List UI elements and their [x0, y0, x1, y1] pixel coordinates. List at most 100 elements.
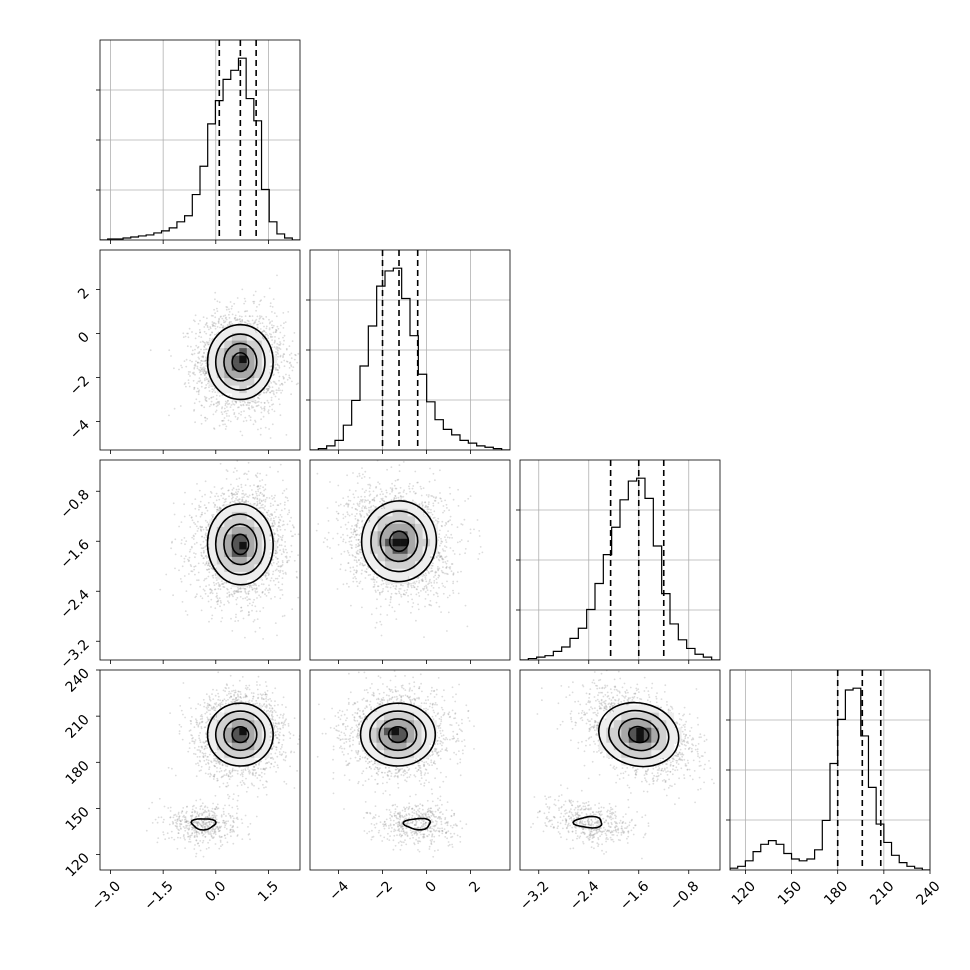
sample-point — [277, 569, 280, 572]
sample-point — [205, 526, 208, 529]
sample-point — [218, 317, 221, 320]
sample-point — [205, 585, 208, 588]
sample-point — [248, 613, 251, 616]
sample-point — [242, 492, 245, 495]
sample-point — [253, 587, 256, 590]
sample-point — [205, 372, 207, 375]
sample-point — [183, 560, 186, 563]
sample-point — [270, 365, 273, 368]
density-contour — [223, 342, 258, 382]
sample-point — [278, 522, 280, 524]
sample-point — [199, 585, 202, 588]
sample-point — [253, 619, 256, 621]
sample-point — [200, 551, 203, 554]
sample-point — [251, 493, 254, 496]
sample-point — [194, 573, 196, 576]
sample-point — [248, 322, 251, 325]
sample-point — [199, 341, 202, 343]
density-cell — [216, 526, 225, 535]
sample-point — [276, 557, 279, 560]
sample-point — [209, 334, 212, 337]
density-cell — [209, 526, 218, 535]
sample-point — [248, 584, 250, 587]
sample-point — [282, 336, 284, 339]
histogram-panel-0 — [96, 39, 301, 241]
sample-point — [277, 389, 280, 392]
sample-point — [226, 592, 229, 595]
density-cell — [231, 579, 240, 588]
sample-point — [282, 548, 285, 551]
sample-point — [288, 509, 290, 512]
sample-point — [255, 490, 257, 493]
sample-point — [203, 589, 206, 592]
sample-point — [221, 504, 224, 507]
sample-point — [258, 594, 260, 597]
sample-point — [254, 421, 257, 423]
sample-point — [237, 500, 240, 502]
sample-point — [277, 586, 280, 589]
sample-point — [188, 559, 191, 562]
sample-point — [276, 552, 279, 554]
sample-point — [184, 555, 187, 558]
sample-point — [267, 589, 269, 592]
sample-point — [205, 562, 208, 564]
sample-point — [217, 585, 220, 587]
sample-point — [249, 485, 252, 487]
sample-point — [200, 373, 202, 376]
sample-point — [165, 573, 168, 576]
sample-point — [198, 368, 200, 371]
sample-point — [178, 569, 180, 572]
sample-point — [283, 507, 286, 510]
sample-point — [260, 406, 262, 409]
density-cell — [239, 556, 248, 565]
sample-point — [276, 351, 279, 354]
sample-point — [234, 502, 237, 504]
density-cell — [224, 348, 233, 356]
density-cell — [209, 519, 218, 528]
sample-point — [269, 533, 272, 536]
sample-point — [228, 594, 231, 597]
sample-point — [236, 499, 239, 502]
sample-point — [205, 400, 208, 402]
sample-point — [197, 356, 200, 359]
sample-point — [260, 315, 263, 318]
sample-point — [191, 331, 193, 333]
sample-point — [233, 592, 236, 595]
sample-point — [276, 348, 279, 350]
density-cell — [209, 534, 218, 543]
sample-point — [197, 562, 200, 565]
sample-point — [278, 379, 280, 382]
sample-point — [257, 428, 259, 431]
sample-point — [205, 399, 208, 402]
sample-point — [270, 333, 272, 336]
sample-point — [260, 504, 263, 507]
sample-point — [200, 385, 203, 388]
sample-point — [275, 315, 278, 318]
sample-point — [193, 535, 195, 538]
sample-point — [279, 565, 282, 567]
sample-point — [247, 591, 250, 593]
sample-point — [254, 290, 257, 293]
sample-point — [241, 288, 244, 291]
sample-point — [245, 493, 247, 495]
sample-point — [282, 377, 285, 380]
sample-point — [203, 370, 206, 372]
sample-point — [269, 505, 272, 508]
sample-point — [282, 550, 285, 552]
sample-point — [270, 495, 273, 497]
sample-point — [210, 396, 213, 399]
sample-point — [288, 362, 291, 365]
sample-point — [271, 559, 274, 561]
sample-point — [257, 488, 259, 491]
sample-point — [264, 589, 267, 591]
sample-point — [301, 380, 303, 382]
sample-point — [305, 524, 307, 526]
sample-point — [236, 319, 239, 321]
sample-point — [275, 331, 277, 333]
sample-point — [212, 574, 215, 577]
sample-point — [202, 549, 205, 552]
sample-point — [248, 408, 251, 411]
sample-point — [276, 369, 279, 371]
sample-point — [253, 401, 256, 404]
